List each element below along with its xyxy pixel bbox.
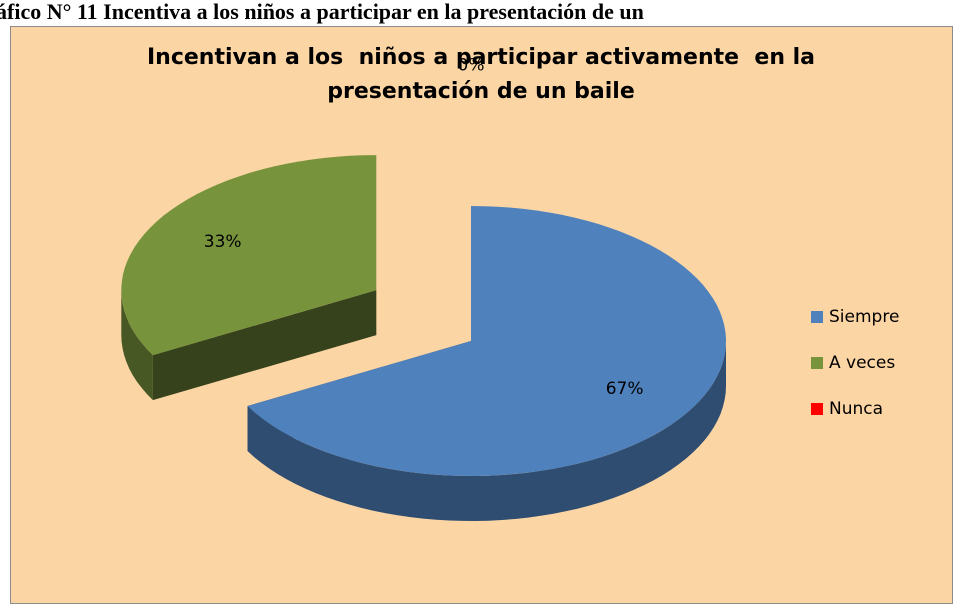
slice-side: [121, 290, 153, 401]
legend-swatch: [811, 357, 823, 369]
data-label: 0%: [458, 56, 485, 76]
slice-side: [247, 341, 726, 521]
figure-caption: áfico N° 11 Incentiva a los niños a part…: [0, 0, 644, 24]
slice-face: [152, 290, 377, 401]
legend-swatch: [811, 311, 823, 323]
slice: [121, 155, 377, 401]
legend-label: A veces: [829, 353, 895, 373]
legend-label: Nunca: [829, 399, 883, 419]
chart-area: 67% 33% 0% Siempre A veces Nunca Incentivan a…: [10, 26, 953, 604]
slice: [247, 206, 726, 521]
chart: 67% 33% 0% Siempre A veces Nunca: [121, 56, 899, 521]
chart-title: Incentivan a los niños a participar acti…: [146, 45, 823, 104]
data-label: 33%: [204, 232, 242, 252]
legend-label: Siempre: [829, 307, 899, 327]
slice-top: [121, 155, 377, 356]
slice-top: [247, 206, 726, 476]
legend-swatch: [811, 403, 823, 415]
data-label: 67%: [606, 379, 644, 399]
